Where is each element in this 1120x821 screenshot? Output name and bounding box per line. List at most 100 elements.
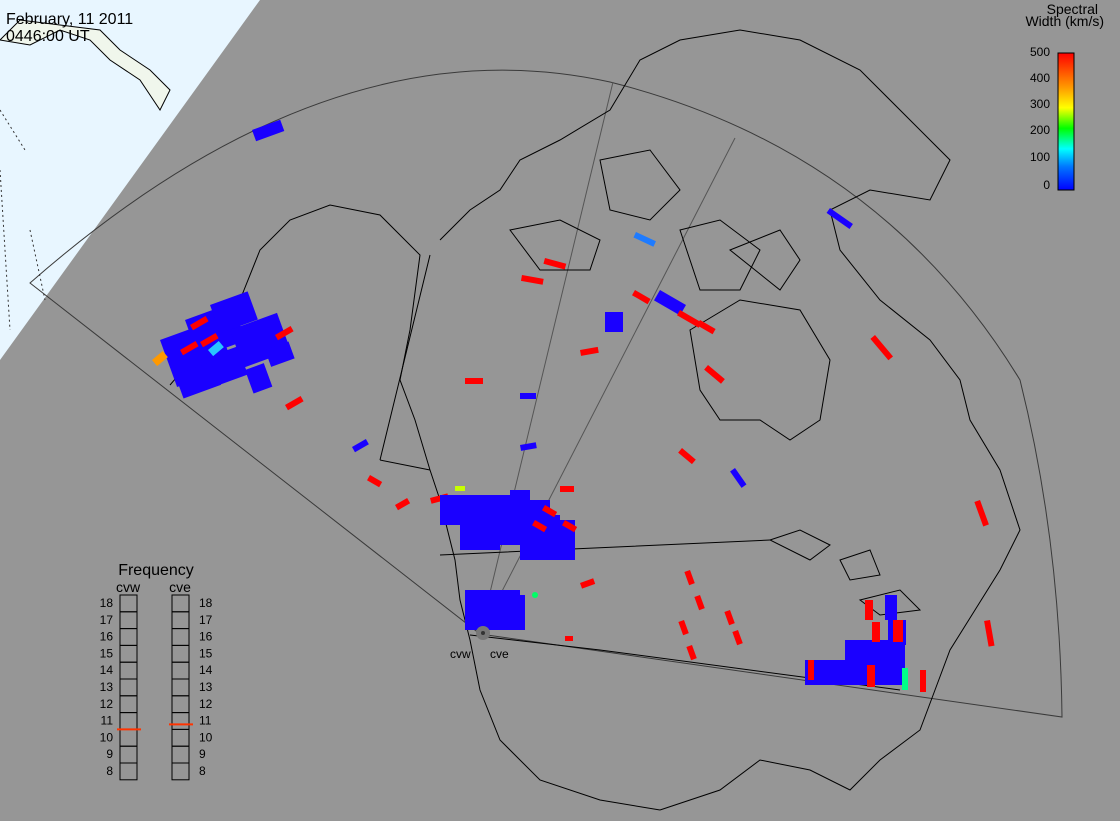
radar-site-cve-center — [481, 631, 485, 635]
frequency-cell-cvw — [119, 661, 138, 680]
echo-cluster-cell — [505, 610, 525, 630]
echo-cell — [542, 504, 558, 518]
colorbar-tick-400: 400 — [1030, 71, 1050, 85]
colorbar: Spectral Width (km/s) 500 400 300 200 10… — [1025, 1, 1104, 192]
echo-cell — [200, 333, 219, 348]
colorbar-tick-300: 300 — [1030, 97, 1050, 111]
echo-cell — [632, 290, 651, 305]
echo-cell — [274, 326, 294, 341]
echo-cluster-cell — [535, 545, 565, 560]
echo-cell — [285, 396, 304, 411]
colorbar-tick-0: 0 — [1043, 178, 1050, 192]
frequency-cell-cve — [171, 611, 190, 630]
frequency-cell-cve — [171, 745, 190, 764]
frequency-tick-right: 16 — [199, 630, 213, 644]
frequency-tick-left: 11 — [101, 714, 114, 728]
echo-cell — [865, 600, 873, 620]
echo-cell — [455, 486, 465, 491]
echo-cell — [867, 665, 875, 687]
frequency-cell-cvw — [119, 594, 138, 613]
frequency-panel: Frequency cvw cve 18 18 17 17 16 16 15 15 14 14 13… — [100, 562, 213, 781]
frequency-tick-left: 14 — [100, 663, 114, 677]
echo-cell — [826, 207, 853, 229]
frequency-cell-cve — [171, 644, 190, 663]
radar-label-cvw: cvw — [450, 647, 471, 661]
frequency-tick-left: 13 — [100, 680, 114, 694]
echo-cell — [560, 486, 574, 492]
colorbar-title-line2: Width (km/s) — [1025, 13, 1104, 29]
polar-grid-dotted — [0, 109, 46, 331]
echo-cell — [179, 341, 199, 356]
frequency-cell-cve — [171, 728, 190, 747]
echo-cell — [984, 620, 995, 647]
radar-label-cve: cve — [490, 647, 509, 661]
frequency-cell-cve — [171, 695, 190, 714]
echo-cell — [465, 378, 483, 384]
frequency-cell-cvw — [119, 728, 138, 747]
frequency-cell-cve — [171, 628, 190, 646]
frequency-label-cvw: cvw — [116, 579, 141, 595]
frequency-tick-right: 9 — [199, 747, 206, 761]
echo-cell — [580, 346, 599, 356]
frequency-cell-cvw — [119, 628, 138, 646]
colorbar-title-line1: Spectral — [1047, 1, 1098, 17]
frequency-tick-left: 18 — [100, 596, 114, 610]
frequency-cell-cve — [171, 678, 190, 697]
frequency-cell-cvw — [119, 745, 138, 764]
echo-cell — [654, 290, 686, 316]
echo-cell — [808, 660, 814, 680]
frequency-cell-cvw — [119, 695, 138, 714]
frequency-tick-right: 17 — [199, 613, 213, 627]
frequency-title: Frequency — [118, 562, 194, 579]
frequency-label-cve: cve — [169, 579, 191, 595]
frequency-tick-left: 9 — [106, 747, 113, 761]
echo-cell — [686, 645, 697, 661]
frequency-cell-cve — [171, 661, 190, 680]
echo-cell — [974, 499, 989, 527]
great-lakes — [768, 529, 922, 616]
echo-cell — [872, 622, 880, 642]
echo-cell — [562, 520, 578, 533]
echo-cell — [152, 351, 168, 367]
echo-cell — [893, 620, 903, 642]
frequency-cell-cvw — [119, 644, 138, 663]
frequency-tick-right: 15 — [199, 646, 213, 660]
echo-cell — [633, 232, 656, 247]
frequency-tick-left: 12 — [100, 697, 114, 711]
echo-cell — [532, 520, 548, 533]
frequency-cell-cvw — [119, 611, 138, 630]
frequency-tick-right: 14 — [199, 663, 213, 677]
echo-cell — [395, 497, 411, 511]
echo-cell — [902, 668, 908, 690]
frequency-tick-right: 11 — [199, 714, 212, 728]
echo-cell — [870, 334, 893, 361]
north-america-coastline — [169, 29, 1021, 811]
echo-cell — [676, 309, 702, 328]
echo-cell — [532, 592, 538, 598]
echo-cluster-cell — [210, 291, 258, 334]
echo-cluster-cell — [510, 490, 530, 500]
frequency-tick-left: 8 — [106, 764, 113, 778]
frequency-tick-left: 15 — [100, 646, 114, 660]
echo-cell — [724, 610, 735, 626]
echo-cell — [520, 275, 544, 285]
frequency-tick-right: 12 — [199, 697, 213, 711]
echo-cell — [920, 670, 926, 692]
frequency-cell-cve — [171, 762, 190, 781]
frequency-cell-cve — [171, 712, 190, 730]
frequency-cell-cvw — [119, 712, 138, 730]
frequency-tick-right: 18 — [199, 596, 213, 610]
echo-cell — [697, 319, 716, 335]
echo-cell — [605, 312, 623, 332]
radar-field-of-view — [29, 69, 1063, 718]
echo-cell — [694, 595, 705, 611]
echo-cell — [580, 578, 596, 589]
time-label: 0446:00 UT — [6, 28, 90, 45]
echo-cluster-cell — [460, 535, 500, 550]
colorbar-tick-500: 500 — [1030, 45, 1050, 59]
echo-cell — [520, 393, 536, 399]
polar-coastline — [0, 19, 171, 111]
